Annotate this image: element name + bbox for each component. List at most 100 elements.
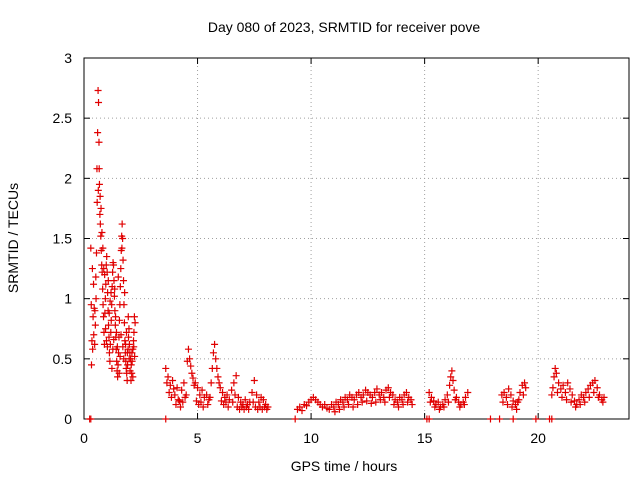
data-point — [368, 393, 376, 401]
data-point — [385, 393, 393, 401]
y-tick-label: 0 — [64, 411, 72, 427]
data-point — [559, 381, 567, 389]
data-point — [222, 398, 230, 406]
data-point — [124, 313, 132, 321]
data-point — [94, 186, 102, 194]
data-point — [122, 328, 130, 336]
data-point — [340, 403, 348, 411]
data-point — [507, 391, 515, 399]
data-point — [117, 331, 125, 339]
chart-title: Day 080 of 2023, SRMTID for receiver pov… — [208, 19, 481, 35]
data-point — [376, 396, 384, 404]
data-point — [581, 398, 589, 406]
data-point — [358, 398, 366, 406]
data-point — [359, 391, 367, 399]
data-point — [172, 401, 180, 409]
data-point — [114, 273, 122, 281]
data-point — [120, 319, 128, 327]
data-point — [177, 403, 185, 411]
data-point — [217, 397, 225, 405]
data-point — [162, 364, 170, 372]
data-point — [532, 415, 540, 423]
data-point — [567, 398, 575, 406]
data-point — [187, 362, 195, 370]
data-point — [129, 373, 137, 381]
x-tick-label: 0 — [80, 430, 88, 446]
data-point — [111, 285, 119, 293]
data-point — [87, 244, 95, 252]
data-point — [548, 391, 556, 399]
data-point — [101, 271, 109, 279]
data-point — [349, 403, 357, 411]
data-point — [519, 391, 527, 399]
data-point — [92, 295, 100, 303]
data-point — [296, 403, 304, 411]
data-point — [115, 349, 123, 357]
data-point — [173, 384, 181, 392]
data-point — [219, 389, 227, 397]
data-point — [404, 398, 412, 406]
data-point — [321, 401, 329, 409]
data-point — [162, 415, 170, 423]
data-point — [115, 316, 123, 324]
data-point — [105, 309, 113, 317]
data-point — [87, 415, 95, 423]
data-point — [95, 138, 103, 146]
data-point — [230, 379, 238, 387]
data-point — [496, 415, 504, 423]
data-point — [127, 376, 135, 384]
data-point — [229, 398, 237, 406]
y-tick-label: 1 — [64, 291, 72, 307]
data-point — [94, 129, 102, 137]
data-point — [122, 340, 130, 348]
x-tick-label: 20 — [530, 430, 546, 446]
data-point — [444, 398, 452, 406]
data-point — [228, 386, 236, 394]
data-point — [101, 295, 109, 303]
data-point — [197, 398, 205, 406]
data-point — [190, 381, 198, 389]
data-point — [87, 301, 95, 309]
data-point — [108, 301, 116, 309]
data-point — [232, 372, 240, 380]
data-point — [451, 396, 459, 404]
data-point — [576, 401, 584, 409]
data-point — [575, 396, 583, 404]
data-point — [355, 389, 363, 397]
data-point — [513, 405, 521, 413]
data-point — [110, 292, 118, 300]
data-point — [566, 385, 574, 393]
data-point — [551, 364, 559, 372]
y-tick-label: 0.5 — [53, 351, 73, 367]
data-point — [94, 86, 102, 94]
data-point — [170, 385, 178, 393]
data-point — [522, 384, 530, 392]
data-point — [107, 316, 115, 324]
data-point — [179, 398, 187, 406]
data-point — [111, 307, 119, 315]
x-tick-label: 15 — [417, 430, 433, 446]
data-point — [263, 405, 271, 413]
data-point — [130, 328, 138, 336]
data-point — [434, 398, 442, 406]
data-point — [599, 398, 607, 406]
data-point — [97, 204, 105, 212]
data-point — [508, 403, 516, 411]
data-point — [88, 337, 96, 345]
data-point — [91, 321, 99, 329]
data-point — [553, 389, 561, 397]
data-point — [427, 393, 435, 401]
data-point — [505, 385, 513, 393]
data-point — [109, 268, 117, 276]
data-point — [103, 253, 111, 261]
data-point — [343, 396, 351, 404]
data-point — [456, 403, 464, 411]
data-point — [99, 285, 107, 293]
data-point — [582, 389, 590, 397]
data-point — [224, 403, 232, 411]
data-point — [430, 397, 438, 405]
data-point — [585, 393, 593, 401]
data-point — [167, 393, 175, 401]
data-point — [339, 398, 347, 406]
data-point — [548, 415, 556, 423]
